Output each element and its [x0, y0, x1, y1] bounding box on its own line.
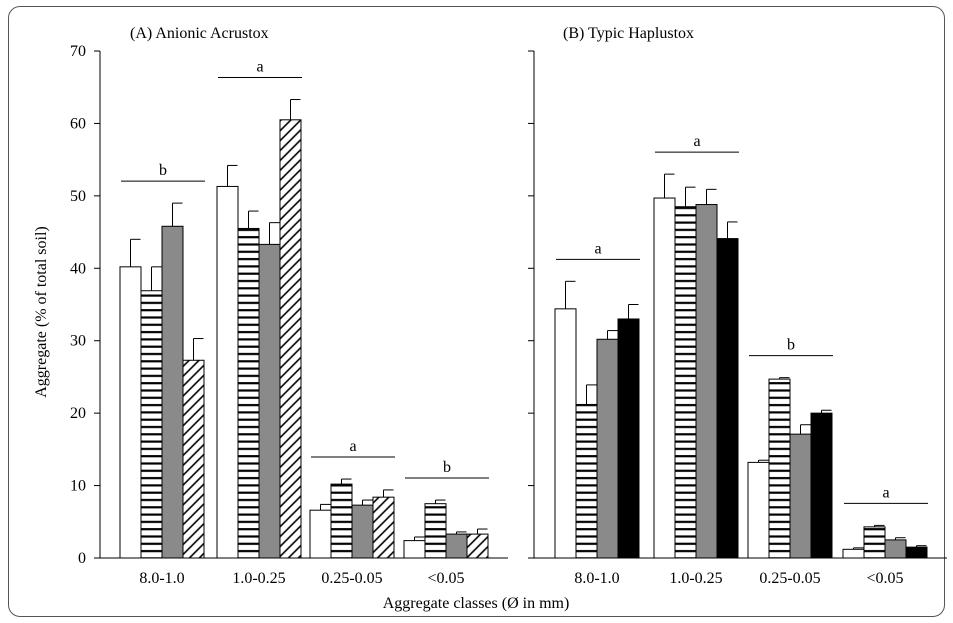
bar [279, 119, 302, 559]
bar [653, 197, 676, 559]
y-tick-label: 60 [70, 115, 86, 132]
bar [863, 526, 886, 559]
bar-group-0: b 8.0-1.0 [119, 162, 205, 587]
y-tick-label: 30 [70, 333, 86, 350]
x-tick-label: 8.0-1.0 [139, 570, 184, 587]
y-tick-label: 40 [70, 260, 86, 277]
bar [403, 540, 426, 559]
bar [554, 308, 577, 559]
significance-letter: a [882, 484, 889, 501]
bar [905, 546, 928, 559]
x-tick-label: <0.05 [427, 570, 464, 587]
y-tick-label: 0 [78, 550, 86, 567]
bar [747, 461, 770, 559]
panel-b: (B) Typic Haplustox a 8.0-1.0 a 1.0-0.25 b 0.2… [528, 25, 947, 587]
y-axis-title: Aggregate (% of total soil) [33, 226, 50, 398]
bar [789, 433, 812, 559]
bar [216, 185, 239, 559]
x-axis-title: Aggregate classes (Ø in mm) [383, 595, 570, 612]
x-tick-label: 1.0-0.25 [232, 570, 285, 587]
x-tick-label: 8.0-1.0 [574, 570, 619, 587]
significance-letter: b [443, 459, 451, 476]
x-tick-label: 1.0-0.25 [669, 570, 722, 587]
y-tick-label: 10 [70, 478, 86, 495]
bar [161, 225, 184, 559]
significance-letter: a [693, 133, 700, 150]
y-tick-label: 70 [70, 43, 86, 60]
bar-group-3: a <0.05 [842, 484, 928, 587]
significance-letter: b [159, 162, 167, 179]
bar [182, 359, 205, 559]
bar [695, 204, 718, 559]
x-tick-label: 0.25-0.05 [321, 570, 382, 587]
significance-letter: a [256, 59, 263, 76]
y-tick-label: 20 [70, 405, 86, 422]
bar-group-1: a 1.0-0.25 [216, 59, 302, 587]
bar-group-1: a 1.0-0.25 [653, 133, 739, 587]
bar [372, 496, 395, 559]
bar [617, 318, 640, 559]
bar [309, 509, 332, 559]
x-tick-label: <0.05 [866, 570, 903, 587]
bar [575, 403, 598, 559]
significance-letter: b [787, 337, 795, 354]
panel-title: (A) Anionic Acrustox [130, 25, 269, 42]
bar [119, 266, 142, 559]
bar [674, 206, 697, 559]
panel-a: (A) Anionic Acrustox 0 10 20 30 40 50 60 70 b 8.0-… [70, 25, 508, 587]
bar [445, 533, 468, 559]
bar [330, 483, 353, 559]
panel-title: (B) Typic Haplustox [563, 25, 694, 42]
figure-frame [8, 6, 945, 617]
significance-letter: a [594, 240, 601, 257]
bar [810, 412, 833, 559]
bar [258, 243, 281, 559]
bar [351, 504, 374, 559]
significance-letter: a [349, 438, 356, 455]
bar [466, 533, 489, 559]
bar [140, 290, 163, 559]
bar-group-0: a 8.0-1.0 [554, 240, 640, 587]
bar [884, 539, 907, 559]
bar [424, 503, 447, 559]
bar-group-2: b 0.25-0.05 [747, 337, 833, 587]
bar [237, 227, 260, 559]
bar-group-2: a 0.25-0.05 [309, 438, 395, 587]
bar [768, 378, 791, 559]
bar [842, 548, 865, 559]
bar-group-3: b <0.05 [403, 459, 489, 587]
x-tick-label: 0.25-0.05 [759, 570, 820, 587]
bar [716, 238, 739, 559]
y-tick-label: 50 [70, 188, 86, 205]
bar [596, 338, 619, 559]
